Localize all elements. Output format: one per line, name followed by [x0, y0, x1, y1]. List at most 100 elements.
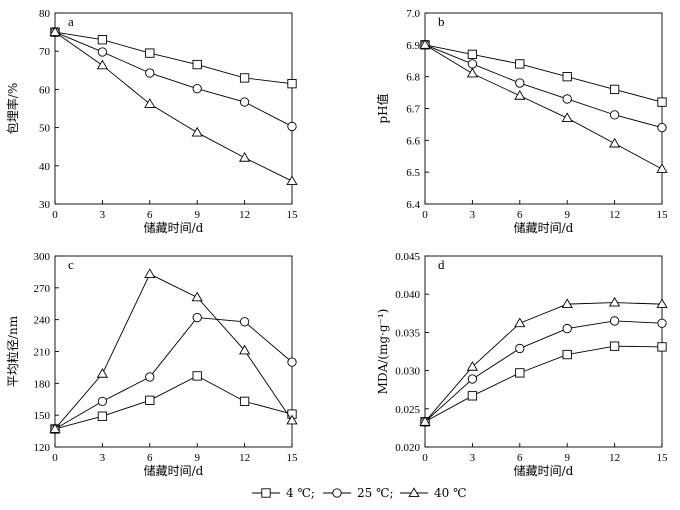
x-tick-label: 12	[609, 452, 620, 464]
series-triangle	[419, 39, 668, 173]
x-tick-label: 3	[100, 452, 106, 464]
series-line	[54, 31, 293, 127]
y-tick-label: 60	[39, 84, 51, 96]
data-point	[608, 137, 621, 148]
y-axis-label: pH值	[375, 93, 390, 123]
series-line	[424, 44, 663, 170]
series-line	[54, 317, 293, 430]
data-point	[657, 318, 667, 328]
y-tick-label: 6.4	[406, 199, 420, 211]
y-tick-label: 30	[39, 199, 51, 211]
chart-panel-a: 0 3 6 9 12 15 30 40 50 60 70 80 a 储藏时间/d 包埋率/%	[5, 8, 298, 235]
data-point	[145, 372, 155, 382]
x-tick-label: 12	[239, 209, 250, 221]
series-triangle	[49, 26, 298, 186]
legend-marker	[261, 488, 271, 498]
y-tick-label: 6.5	[406, 167, 420, 179]
data-point	[144, 98, 156, 108]
x-axis-label: 储藏时间/d	[514, 463, 574, 478]
x-tick-label: 9	[564, 452, 570, 464]
y-tick-label: 120	[34, 442, 51, 454]
series-square	[50, 371, 297, 434]
series-line	[54, 375, 293, 430]
x-tick-label: 9	[564, 209, 570, 221]
panel-letter: a	[68, 14, 74, 29]
data-point	[561, 298, 573, 309]
data-point	[609, 341, 620, 351]
data-point	[239, 97, 250, 107]
x-tick-label: 15	[657, 209, 669, 221]
data-point	[657, 122, 667, 133]
series-triangle	[419, 296, 668, 426]
y-tick-label: 6.6	[406, 135, 420, 147]
data-point	[239, 73, 250, 83]
data-point	[286, 175, 298, 186]
panel-letter: c	[68, 257, 74, 272]
data-point	[467, 391, 478, 401]
legend-label: 40 ℃	[434, 486, 467, 500]
y-tick-label: 70	[39, 46, 51, 58]
x-axis-label: 储藏时间/d	[144, 220, 204, 235]
legend-marker	[408, 487, 420, 497]
legend-label: 4 ℃;	[286, 486, 315, 500]
chart-panel-c: 0 3 6 9 12 15 120 150 180 210 240 270 300 c 储藏时间/d 平均粒径…	[5, 251, 298, 478]
series-circle	[50, 312, 297, 434]
x-tick-label: 0	[52, 452, 58, 464]
x-tick-label: 15	[287, 452, 299, 464]
y-tick-label: 240	[34, 315, 51, 327]
legend: 4 ℃; 25 ℃; 40 ℃	[252, 486, 467, 500]
x-tick-label: 0	[52, 209, 58, 221]
data-point	[608, 296, 621, 307]
series-line	[424, 320, 663, 423]
series-line	[54, 31, 293, 85]
data-point	[467, 374, 478, 384]
x-tick-label: 12	[239, 452, 250, 464]
data-point	[657, 97, 667, 107]
y-tick-label: 180	[34, 378, 51, 390]
x-tick-label: 3	[100, 209, 106, 221]
data-point	[562, 349, 572, 360]
y-axis-label: 平均粒径/nm	[5, 315, 20, 387]
legend-item: 40 ℃	[400, 486, 467, 500]
data-point	[145, 48, 155, 58]
x-tick-label: 0	[422, 209, 428, 221]
data-point	[97, 35, 108, 45]
data-point	[562, 94, 572, 104]
data-point	[239, 396, 250, 407]
y-tick-label: 0.025	[395, 404, 420, 416]
x-tick-label: 9	[194, 452, 200, 464]
x-tick-label: 9	[194, 209, 200, 221]
x-tick-label: 6	[517, 209, 523, 221]
data-point	[514, 317, 526, 328]
y-tick-label: 80	[39, 8, 51, 20]
legend-marker	[332, 488, 342, 498]
data-point	[657, 342, 667, 352]
y-tick-label: 7.0	[406, 8, 420, 20]
data-point	[145, 395, 155, 405]
legend-label: 25 ℃;	[357, 486, 394, 500]
y-tick-label: 150	[34, 410, 51, 422]
data-point	[192, 59, 202, 70]
y-axis-label: MDA/(mg·g⁻¹)	[376, 309, 390, 395]
y-tick-label: 0.020	[395, 442, 420, 454]
series-line	[424, 44, 663, 129]
data-point	[287, 357, 297, 367]
data-point	[466, 67, 479, 78]
data-point	[562, 72, 572, 82]
x-tick-label: 6	[517, 452, 523, 464]
y-tick-label: 6.7	[406, 104, 420, 116]
x-axis-label: 储藏时间/d	[514, 220, 574, 235]
x-tick-label: 15	[287, 209, 299, 221]
y-axis-label: 包埋率/%	[5, 83, 20, 134]
data-point	[97, 396, 108, 407]
y-tick-label: 300	[34, 251, 51, 263]
plot-frame	[54, 255, 293, 448]
y-tick-label: 0.045	[395, 251, 420, 263]
series-circle	[420, 40, 667, 133]
x-tick-label: 3	[470, 209, 476, 221]
y-tick-label: 0.035	[395, 327, 420, 339]
series-circle	[420, 316, 667, 427]
data-point	[609, 316, 620, 326]
data-point	[238, 344, 251, 355]
data-point	[515, 343, 525, 354]
